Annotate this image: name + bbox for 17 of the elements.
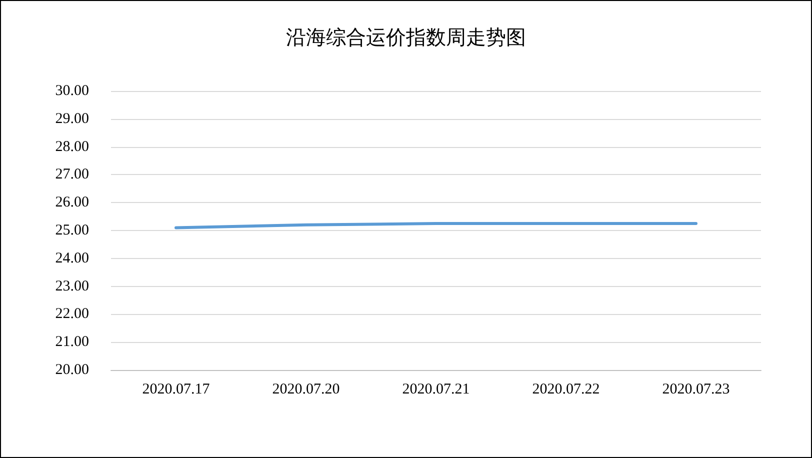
y-tick-label: 21.00 <box>55 334 89 350</box>
y-tick-label: 29.00 <box>55 110 89 127</box>
y-tick-label: 20.00 <box>55 362 89 378</box>
x-tick-label: 2020.07.23 <box>662 382 730 398</box>
x-tick-label: 2020.07.22 <box>532 382 600 398</box>
y-tick-label: 30.00 <box>55 83 89 99</box>
y-tick-label: 23.00 <box>55 278 89 294</box>
x-tick-label: 2020.07.21 <box>402 382 470 398</box>
y-tick-label: 25.00 <box>55 222 89 238</box>
x-tick-label: 2020.07.20 <box>272 382 340 398</box>
x-tick-label: 2020.07.17 <box>142 382 210 398</box>
y-tick-label: 24.00 <box>55 250 89 266</box>
chart-title: 沿海综合运价指数周走势图 <box>286 27 526 49</box>
y-tick-label: 22.00 <box>55 306 89 322</box>
y-tick-label: 26.00 <box>55 194 89 211</box>
y-tick-label: 27.00 <box>55 166 89 183</box>
y-tick-label: 28.00 <box>55 138 89 155</box>
